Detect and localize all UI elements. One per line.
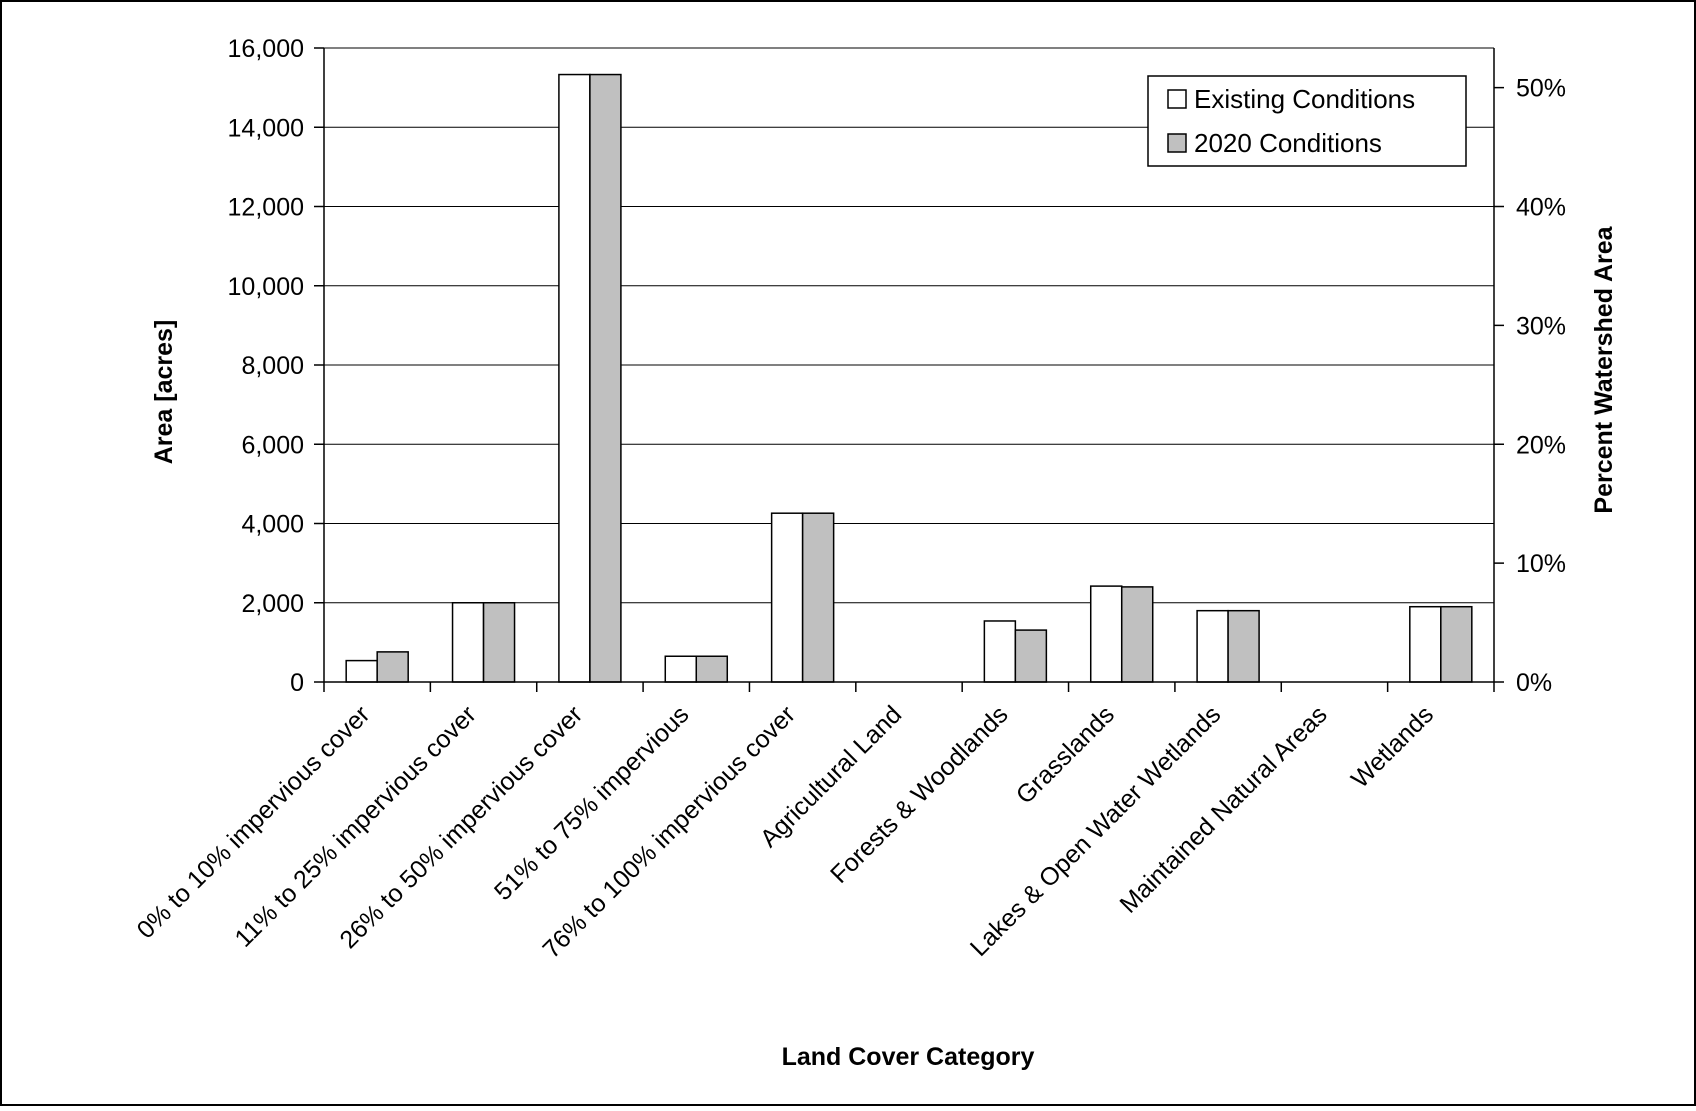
y-tick-label: 10,000 — [228, 273, 304, 301]
y-axis-title: Area [acres] — [150, 320, 178, 465]
bar-2020-4 — [801, 512, 835, 683]
y-tick-label: 4,000 — [241, 511, 304, 539]
bar-existing-4 — [770, 512, 804, 683]
bar-2020-8 — [1227, 609, 1260, 683]
y-tick-label: 14,000 — [228, 114, 304, 142]
y2-tick-label: 40% — [1516, 194, 1566, 222]
legend-label-existing: Existing Conditions — [1194, 84, 1415, 114]
bar-2020-0 — [376, 651, 409, 683]
bar-2020-6 — [1014, 629, 1048, 683]
bar-2020-2 — [589, 73, 622, 683]
y2-tick-label: 10% — [1516, 550, 1566, 578]
y-tick-label: 2,000 — [241, 590, 304, 618]
y-tick-label: 16,000 — [228, 35, 304, 63]
bar-existing-0 — [345, 659, 378, 683]
legend-box — [1147, 75, 1467, 167]
y-tick-label: 8,000 — [241, 352, 304, 380]
y2-tick-label: 50% — [1516, 75, 1566, 103]
bar-existing-10 — [1409, 605, 1442, 683]
y2-tick-label: 30% — [1516, 312, 1566, 340]
bar-existing-1 — [451, 602, 485, 683]
bar-existing-2 — [558, 73, 591, 683]
y2-tick-label: 20% — [1516, 431, 1566, 459]
bar-2020-10 — [1440, 605, 1473, 683]
y-tick-label: 12,000 — [228, 194, 304, 222]
x-axis-title: Land Cover Category — [782, 1043, 1035, 1071]
bar-2020-3 — [695, 655, 729, 683]
legend-swatch-2020 — [1167, 133, 1187, 153]
y-tick-label: 6,000 — [241, 431, 304, 459]
bar-2020-1 — [482, 602, 516, 683]
bar-2020-7 — [1120, 586, 1154, 683]
y-tick-label: 0 — [290, 669, 304, 697]
bar-existing-8 — [1196, 609, 1229, 683]
y2-tick-label: 0% — [1516, 669, 1552, 697]
bar-existing-6 — [983, 620, 1017, 683]
bar-existing-3 — [664, 655, 698, 683]
legend-label-2020: 2020 Conditions — [1194, 128, 1382, 158]
bar-existing-7 — [1089, 585, 1123, 683]
legend: Existing Conditions 2020 Conditions — [1147, 75, 1467, 167]
legend-swatch-existing — [1167, 89, 1187, 109]
axes — [314, 47, 1504, 692]
y2-axis-title: Percent Watershed Area — [1590, 225, 1618, 513]
